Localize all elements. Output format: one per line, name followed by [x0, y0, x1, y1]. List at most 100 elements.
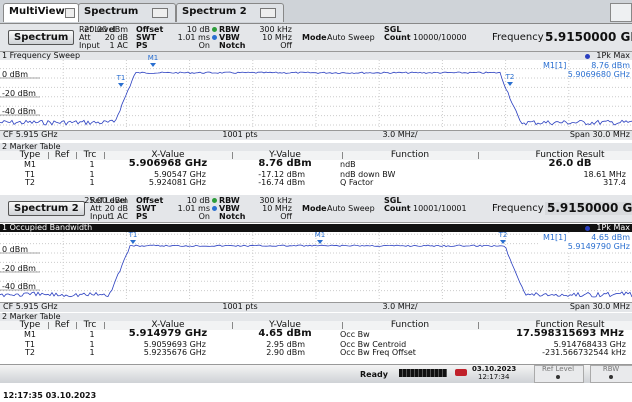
trace-cell: 1	[89, 170, 95, 179]
column-separator	[104, 322, 105, 329]
setting-label: Count	[384, 204, 411, 213]
setting-label: Notch	[219, 212, 246, 221]
x-value-cell: 5.9059693 GHz	[143, 340, 206, 349]
table-header-cell: Ref	[54, 150, 70, 160]
setting-label: Notch	[219, 41, 246, 50]
function-cell: ndB	[340, 160, 356, 169]
footer-cf: CF 5.915 GHz	[3, 302, 58, 311]
marker-label: M1	[314, 231, 326, 239]
marker	[317, 240, 323, 244]
trace-label: 1Pk Max	[596, 51, 630, 60]
marker-label: M1	[147, 54, 159, 62]
setting-label: SWT	[136, 204, 157, 213]
setting-label: SGL	[384, 196, 402, 205]
plot-title-bar	[0, 224, 632, 232]
setting-value: Off	[280, 41, 292, 50]
marker-label: T1	[116, 74, 126, 82]
setting-label: Offset	[136, 25, 164, 34]
setting-value: 25.00 dBm	[84, 196, 128, 205]
function-cell: Occ Bw	[340, 330, 370, 339]
marker	[130, 240, 136, 244]
type-cell: T2	[25, 178, 35, 187]
status-dot	[212, 198, 217, 203]
plot-area	[0, 60, 632, 128]
setting-label: Count	[384, 33, 411, 42]
frequency-label: Frequency	[492, 32, 544, 43]
frequency-value: 5.9150000 GHz	[545, 202, 632, 215]
status-dot	[212, 27, 217, 32]
trace-cell: 1	[89, 330, 95, 339]
readout-label: M1[1]	[543, 61, 567, 70]
table-body	[0, 160, 632, 188]
footer-points: 1001 pts	[222, 302, 258, 311]
tab-close[interactable]	[152, 8, 168, 18]
function-cell: Occ Bw Freq Offset	[340, 348, 416, 357]
soft-key[interactable]	[590, 365, 632, 383]
tab-label: Spectrum	[84, 6, 139, 17]
table-header-cell: Y-Value	[269, 150, 301, 160]
column-separator	[48, 322, 49, 329]
plot-area	[0, 232, 632, 300]
setting-label: RBW	[219, 25, 240, 34]
y-label: 0 dBm	[2, 245, 28, 254]
readout-box	[540, 233, 632, 251]
tab[interactable]	[78, 3, 176, 22]
frequency-label: Frequency	[492, 203, 544, 214]
trace	[0, 244, 632, 298]
y-value-cell: 2.90 dBm	[266, 348, 305, 357]
setting-value: 1 AC	[109, 212, 128, 221]
plot-footer	[0, 302, 632, 312]
table-title-bar	[0, 143, 632, 151]
result-cell: 5.914768433 GHz	[553, 340, 626, 349]
readout-label: M1[1]	[543, 233, 567, 242]
footer-cf: CF 5.915 GHz	[3, 130, 58, 139]
plot-title: 1 Occupied Bandwidth	[2, 223, 93, 232]
tab[interactable]	[176, 3, 284, 22]
trace-label: 1Pk Max	[596, 223, 630, 232]
dropdown[interactable]	[610, 3, 632, 22]
result-cell: 18.61 MHz	[583, 170, 626, 179]
setting-label: Ref Level	[90, 196, 127, 205]
table-body	[0, 330, 632, 358]
tab-close[interactable]	[65, 8, 75, 18]
timestamp: 12:17:35 03.10.2023	[3, 391, 97, 400]
setting-label: Mode	[302, 204, 327, 213]
setting-label: Input	[90, 212, 111, 221]
function-cell: Occ Bw Centroid	[340, 340, 407, 349]
trace-dot	[585, 226, 590, 231]
type-cell: M1	[24, 330, 36, 339]
window-header	[0, 195, 632, 223]
status-time: 12:17:34	[478, 373, 510, 381]
soft-key-dot	[556, 375, 560, 379]
setting-label: VBW	[219, 33, 240, 42]
tab-close[interactable]	[260, 8, 276, 18]
y-value-cell: 8.76 dBm	[258, 158, 312, 169]
marker-label: T1	[128, 231, 138, 239]
setting-value: Auto Sweep	[327, 204, 375, 213]
marker	[507, 82, 513, 86]
status-date: 03.10.2023	[472, 365, 517, 373]
trace	[0, 71, 632, 126]
x-value-cell: 5.9235676 GHz	[143, 348, 206, 357]
setting-value: 1 AC	[109, 41, 128, 50]
plot-footer	[0, 130, 632, 140]
footer-span: Span 30.0 MHz	[569, 130, 630, 139]
plot-title: 1 Frequency Sweep	[2, 51, 81, 60]
table-header-cell: Function	[390, 320, 430, 330]
table-title-bar	[0, 313, 632, 321]
footer-div: 3.0 MHz/	[382, 302, 418, 311]
y-value-cell: -16.74 dBm	[258, 178, 305, 187]
y-label: -40 dBm	[2, 107, 36, 116]
window-button[interactable]: Spectrum	[8, 30, 75, 45]
readout-value: 8.76 dBm	[591, 61, 630, 70]
setting-label: VBW	[219, 204, 240, 213]
setting-label: PS	[136, 212, 148, 221]
setting-value: 20 dB	[104, 33, 128, 42]
frequency-value: 5.9150000 GHz	[545, 30, 632, 44]
soft-key[interactable]	[534, 365, 584, 383]
window-button[interactable]: Spectrum 2	[8, 201, 85, 216]
type-cell: M1	[24, 160, 36, 169]
setting-label: RBW	[219, 196, 240, 205]
footer-div: 3.0 MHz/	[382, 130, 418, 139]
column-separator	[342, 322, 343, 329]
